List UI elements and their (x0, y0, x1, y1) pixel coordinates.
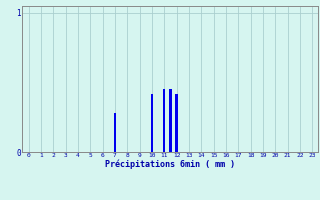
Bar (175, 94, 178, 152)
Bar (114, 113, 116, 152)
Bar (151, 94, 153, 152)
Bar (163, 89, 165, 152)
Bar (169, 89, 172, 152)
X-axis label: Précipitations 6min ( mm ): Précipitations 6min ( mm ) (105, 160, 236, 169)
